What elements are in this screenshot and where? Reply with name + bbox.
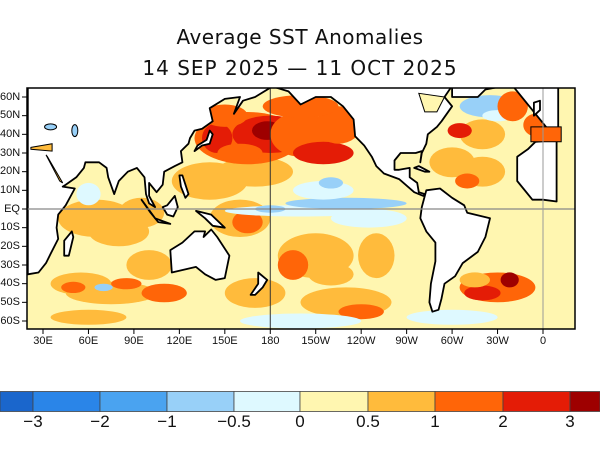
colorbar-label: −3 <box>23 412 43 431</box>
lon-tick-label: 120E <box>166 335 193 347</box>
black-sea <box>44 123 58 131</box>
lon-tick-label: 150E <box>211 335 238 347</box>
anomaly-patch <box>455 173 480 189</box>
land-eurasia-africa <box>27 88 272 276</box>
land-japan <box>193 129 214 153</box>
colorbar-label: −0.5 <box>217 412 251 431</box>
colorbar-bin <box>233 391 301 412</box>
anomaly-patch <box>497 91 528 122</box>
map-date-range: 14 SEP 2025 — 11 OCT 2025 <box>142 56 458 80</box>
anomaly-patch <box>118 197 165 228</box>
mediterranean-east <box>30 143 53 152</box>
red-sea <box>45 154 64 184</box>
anomaly-patch <box>50 309 127 325</box>
colorbar-bin <box>502 391 571 412</box>
land-philippines <box>178 174 190 199</box>
colorbar-label: 0.5 <box>356 412 380 431</box>
land-uk <box>533 99 541 117</box>
lon-tick-label: 0 <box>539 335 547 347</box>
lat-tick-label: 30S <box>0 258 20 271</box>
colorbar <box>0 391 600 412</box>
anomaly-patch <box>277 250 309 280</box>
anomaly-patch <box>94 283 113 292</box>
lon-tick-label: 30E <box>33 335 53 347</box>
anomaly-patch <box>293 141 354 165</box>
colorbar-label: 3 <box>565 412 575 431</box>
lon-tick-label: 120W <box>346 335 376 347</box>
lat-tick-label: 10S <box>0 221 20 234</box>
anomaly-patch <box>330 209 407 228</box>
lat-tick-label: 40N <box>0 127 21 140</box>
lon-tick-label: 60E <box>78 335 99 347</box>
lon-tick-label: 150W <box>301 335 331 347</box>
colorbar-bin <box>367 391 436 412</box>
land-borneo <box>161 194 179 218</box>
lat-tick-label: 20S <box>0 239 20 252</box>
lat-tick-label: 50S <box>0 295 20 308</box>
colorbar-label: 2 <box>498 412 508 431</box>
colorbar-label: 1 <box>430 412 440 431</box>
land-north-america <box>274 88 454 197</box>
land-australia <box>169 228 231 281</box>
anomaly-patch <box>447 123 472 139</box>
anomaly-patch <box>318 177 343 189</box>
colorbar-label: −2 <box>90 412 110 431</box>
lon-tick-label: 30W <box>486 335 509 347</box>
anomaly-patch <box>262 95 339 118</box>
anomaly-patch <box>240 313 362 329</box>
colorbar-bin <box>434 391 504 412</box>
anomaly-patch <box>217 156 293 187</box>
map-title: Average SST Anomalies <box>176 25 424 49</box>
anomaly-patch <box>111 278 142 290</box>
lat-tick-label: 50N <box>0 109 21 122</box>
axis-ticks <box>22 96 544 334</box>
anomaly-patch <box>500 272 519 288</box>
anomaly-patch <box>61 281 86 293</box>
land-greenland <box>451 88 499 98</box>
lon-tick-label: 180 <box>261 335 280 347</box>
lon-tick-label: 90E <box>124 335 144 347</box>
anomaly-patch <box>338 304 384 320</box>
lat-tick-label: 60N <box>0 90 21 103</box>
caspian-sea <box>71 124 79 138</box>
anomaly-patch <box>126 250 172 280</box>
colorbar-bin <box>166 391 235 412</box>
colorbar-label: 0 <box>295 412 305 431</box>
mediterranean-west <box>530 126 562 143</box>
lat-tick-label: 40S <box>0 277 20 290</box>
colorbar-bin <box>0 391 34 412</box>
land-cuba <box>413 165 431 173</box>
lat-tick-label: 20N <box>0 165 21 178</box>
anomaly-patch <box>459 119 506 150</box>
anomaly-patch <box>232 210 263 234</box>
anomaly-patch <box>76 182 101 206</box>
lat-tick-label: 60S <box>0 314 20 327</box>
lat-tick-label: 30N <box>0 146 21 159</box>
sst-anomaly-map <box>22 87 576 334</box>
colorbar-bin <box>32 391 101 412</box>
land-madagascar <box>63 230 75 257</box>
anomaly-patch <box>406 309 498 325</box>
land-new-guinea <box>195 209 226 229</box>
anomaly-patch <box>464 285 501 301</box>
anomaly-patch <box>459 272 490 288</box>
hudson-bay <box>418 92 446 113</box>
lon-tick-label: 90W <box>395 335 418 347</box>
lon-tick-label: 60W <box>440 335 464 347</box>
anomaly-patch <box>308 263 354 286</box>
anomaly-patch <box>217 143 263 163</box>
land-masses <box>27 88 562 313</box>
anomaly-patch <box>285 197 407 209</box>
anomaly-patch <box>141 283 187 303</box>
lat-tick-label: 10N <box>0 183 21 196</box>
lat-tick-label: EQ <box>4 202 20 215</box>
colorbar-bin <box>299 391 369 412</box>
land-new-zealand <box>249 271 269 296</box>
colorbar-bin <box>99 391 168 412</box>
colorbar-bin <box>569 391 600 412</box>
anomaly-patch <box>358 233 395 279</box>
land-sumatra-java <box>140 198 172 225</box>
reference-lines <box>27 88 575 329</box>
colorbar-label: −1 <box>157 412 177 431</box>
